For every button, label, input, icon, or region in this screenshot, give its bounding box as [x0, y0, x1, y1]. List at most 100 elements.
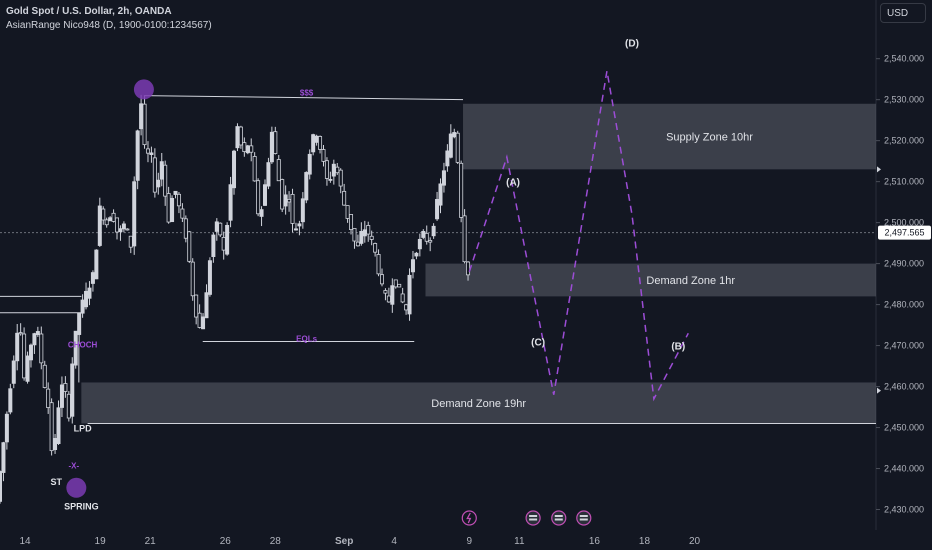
candle-body [438, 183, 443, 206]
candle-body [149, 152, 154, 155]
candle-body [400, 293, 405, 303]
candle-body [46, 388, 51, 408]
candle-body [287, 198, 292, 203]
candle-body [1, 442, 6, 473]
candle-body [101, 208, 106, 221]
candle-body [4, 413, 9, 443]
candle-body [152, 157, 157, 193]
candle-body [70, 363, 75, 417]
x-tick-label: 28 [270, 536, 282, 547]
flag-icon[interactable] [551, 510, 567, 526]
candle-body [331, 163, 336, 177]
y-tick-label: 2,480.000 [884, 300, 924, 310]
candle-body [211, 234, 216, 257]
candle-body [424, 232, 429, 242]
candle-body [115, 217, 120, 233]
candle-body [373, 243, 378, 253]
marker-circle [133, 79, 154, 100]
candle-body [366, 225, 371, 235]
candle-body [94, 249, 99, 280]
annotation-label: CHOCH [68, 341, 98, 350]
candle-body [414, 252, 419, 257]
candle-body [97, 205, 102, 246]
x-tick-label: 11 [514, 536, 525, 547]
flag-icon [579, 518, 588, 521]
candle-body [32, 333, 37, 346]
candle-body [379, 274, 384, 285]
flag-icon[interactable] [576, 510, 592, 526]
candle-body [445, 150, 450, 167]
candle-body [245, 145, 250, 154]
annotation-label: SPRING [64, 502, 99, 512]
candle-body [397, 283, 402, 288]
flag-icon [579, 515, 588, 517]
candle-body [0, 471, 3, 502]
candle-body [273, 131, 278, 154]
annotation-label: LPD [74, 424, 93, 434]
candle-body [390, 285, 395, 305]
flag-icon[interactable] [525, 510, 541, 526]
candle-body [42, 364, 47, 388]
flag-icon[interactable] [551, 510, 567, 526]
candle-body [111, 212, 116, 222]
candle-body [139, 103, 144, 130]
candle-body [297, 223, 302, 227]
candle-body [22, 333, 27, 379]
current-price-label: 2,497.565 [884, 228, 924, 238]
candle-body [142, 103, 147, 146]
x-tick-label: 19 [95, 536, 107, 547]
y-tick-label: 2,510.000 [884, 177, 924, 187]
annotation-label: -X- [68, 462, 79, 471]
candle-body [84, 290, 89, 308]
candle-body [49, 402, 54, 452]
axis-caret-icon [877, 387, 881, 394]
candle-body [135, 130, 140, 181]
candle-body [369, 235, 374, 240]
flag-icon[interactable] [525, 510, 541, 526]
flag-icon[interactable] [576, 510, 592, 526]
candle-body [80, 299, 85, 314]
candle-body [328, 178, 333, 181]
candle-body [121, 223, 126, 230]
candle-body [242, 142, 247, 152]
annotation-label: ST [51, 477, 63, 487]
candle-body [259, 209, 264, 217]
candle-body [145, 148, 150, 154]
candle-body [276, 159, 281, 182]
candle-body [359, 231, 364, 244]
candle-body [318, 136, 323, 150]
currency-selector[interactable]: USD [880, 3, 926, 23]
candle-body [87, 287, 92, 299]
candle-body [342, 190, 347, 206]
candle-body [25, 355, 30, 382]
candle-body [304, 172, 309, 201]
candle-body [190, 261, 195, 297]
candle-body [225, 224, 230, 255]
candle-body [462, 215, 467, 263]
candle-body [173, 190, 178, 195]
candle-body [283, 194, 288, 207]
axis-caret-icon [877, 166, 881, 173]
candle-body [428, 240, 433, 243]
indicator-legend[interactable]: AsianRange Nico948 (D, 1900-0100:1234567… [6, 20, 212, 31]
candle-body [431, 225, 436, 237]
candle-body [466, 261, 471, 276]
candle-body [204, 292, 209, 319]
x-tick-label: 14 [19, 536, 31, 547]
candle-body [228, 184, 233, 221]
projection-label: (A) [506, 178, 520, 189]
lightning-icon[interactable] [461, 510, 477, 526]
x-tick-label: 4 [391, 536, 397, 547]
candle-body [307, 153, 312, 175]
candle-body [176, 193, 181, 207]
candle-body [321, 149, 326, 162]
candle-body [63, 383, 68, 392]
projection-label: (C) [531, 338, 545, 349]
candle-body [362, 229, 367, 237]
x-tick-label: 20 [689, 536, 701, 547]
candle-body [311, 134, 316, 153]
lightning-icon[interactable] [461, 510, 477, 526]
candle-body [355, 241, 360, 247]
